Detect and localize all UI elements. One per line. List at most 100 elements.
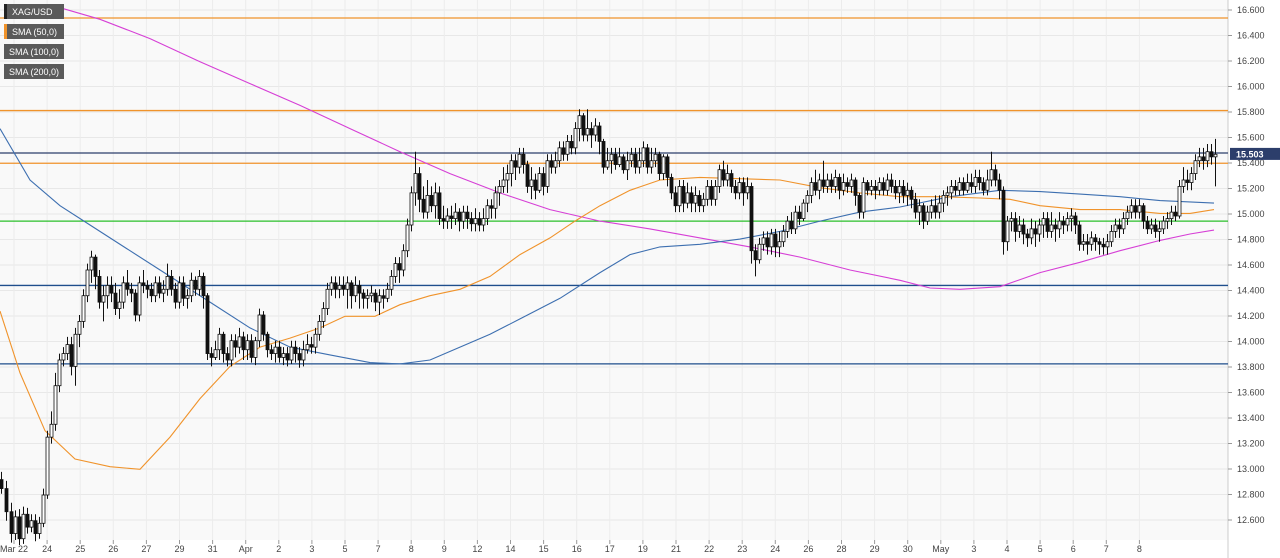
x-tick-label: 21 <box>671 544 681 554</box>
candle-body <box>841 182 846 191</box>
candle-body <box>4 488 9 513</box>
candle-body <box>345 282 350 290</box>
candle-body <box>1213 153 1218 158</box>
y-tick-label: 14.200 <box>1237 311 1265 321</box>
candle-body <box>1053 224 1058 230</box>
candle-body <box>353 285 358 297</box>
candle-body <box>193 279 198 290</box>
y-tick-label: 16.400 <box>1237 31 1265 41</box>
candle-body <box>85 269 90 297</box>
candle-body <box>113 292 118 309</box>
candle-body <box>837 177 842 191</box>
x-tick-label: 4 <box>1004 544 1009 554</box>
candle-body <box>33 520 38 534</box>
y-tick-label: 15.400 <box>1237 158 1265 168</box>
candle-body <box>545 160 550 187</box>
candle-body <box>637 160 642 168</box>
candle-body <box>317 321 322 335</box>
candle-body <box>417 173 422 200</box>
x-tick-label: 24 <box>42 544 52 554</box>
candle-body <box>377 295 382 303</box>
candle-body <box>245 340 250 351</box>
candle-body <box>725 173 730 181</box>
candle-body <box>773 233 778 248</box>
x-tick-label: 14 <box>505 544 515 554</box>
candle-body <box>789 220 794 230</box>
candle-body <box>1177 186 1182 217</box>
candle-body <box>69 344 74 367</box>
legend-label-sma200: SMA (200,0) <box>9 66 60 77</box>
candle-body <box>65 344 70 354</box>
candle-body <box>721 169 726 181</box>
y-tick-label: 15.000 <box>1237 209 1265 219</box>
y-tick-label: 14.000 <box>1237 337 1265 347</box>
candle-body <box>437 192 442 219</box>
candle-body <box>1033 228 1038 235</box>
candle-body <box>561 147 566 155</box>
candle-body <box>985 179 990 191</box>
y-tick-label: 13.800 <box>1237 362 1265 372</box>
candle-body <box>61 353 66 361</box>
candle-body <box>121 282 126 303</box>
candle-body <box>205 295 210 354</box>
candle-body <box>161 288 166 294</box>
legend-item-sma50[interactable]: SMA (50,0) <box>4 24 64 39</box>
x-tick-label: 28 <box>836 544 846 554</box>
candle-body <box>553 160 558 168</box>
candle-body <box>1009 218 1014 222</box>
candle-body <box>313 333 318 348</box>
candle-body <box>0 479 4 489</box>
candle-body <box>845 182 850 187</box>
candle-body <box>341 285 346 290</box>
candle-body <box>125 282 130 290</box>
candle-body <box>849 179 854 187</box>
candle-body <box>441 218 446 222</box>
candle-body <box>1149 224 1154 230</box>
candle-body <box>977 177 982 183</box>
candle-body <box>705 186 710 200</box>
candle-body <box>609 153 614 162</box>
candle-body <box>605 160 610 168</box>
candle-body <box>453 211 458 219</box>
x-tick-label: 25 <box>75 544 85 554</box>
candle-body <box>1129 205 1134 213</box>
candle-body <box>253 340 258 358</box>
candle-body <box>25 513 30 528</box>
candle-body <box>173 288 178 303</box>
candle-body <box>713 186 718 200</box>
candle-body <box>461 211 466 222</box>
candle-body <box>489 205 494 209</box>
candle-body <box>809 182 814 196</box>
candle-body <box>529 179 534 187</box>
candle-body <box>397 263 402 271</box>
candle-body <box>1045 218 1050 232</box>
candle-body <box>825 179 830 187</box>
candle-body <box>105 285 110 297</box>
candle-body <box>337 285 342 290</box>
candle-body <box>301 349 306 361</box>
legend-swatch-sma50 <box>4 24 7 39</box>
candle-body <box>957 182 962 191</box>
candle-body <box>613 153 618 165</box>
candle-body <box>929 205 934 213</box>
candle-body <box>661 156 666 174</box>
candle-body <box>1057 220 1062 230</box>
y-tick-label: 14.400 <box>1237 286 1265 296</box>
y-tick-label: 13.200 <box>1237 439 1265 449</box>
legend-item-sma200[interactable]: SMA (200,0) <box>4 64 64 79</box>
candle-body <box>617 156 622 165</box>
legend-item-sma100[interactable]: SMA (100,0) <box>4 44 64 59</box>
candle-body <box>749 186 754 252</box>
candle-body <box>833 177 838 187</box>
candle-body <box>305 344 310 351</box>
candle-body <box>1049 224 1054 232</box>
candle-body <box>933 205 938 213</box>
candle-body <box>781 231 786 243</box>
candle-body <box>941 195 946 204</box>
candle-body <box>1113 224 1118 232</box>
candle-body <box>29 520 34 528</box>
candle-body <box>1121 218 1126 230</box>
legend-item-xagusd[interactable]: XAG/USD <box>4 4 64 19</box>
x-tick-label: 12 <box>472 544 482 554</box>
